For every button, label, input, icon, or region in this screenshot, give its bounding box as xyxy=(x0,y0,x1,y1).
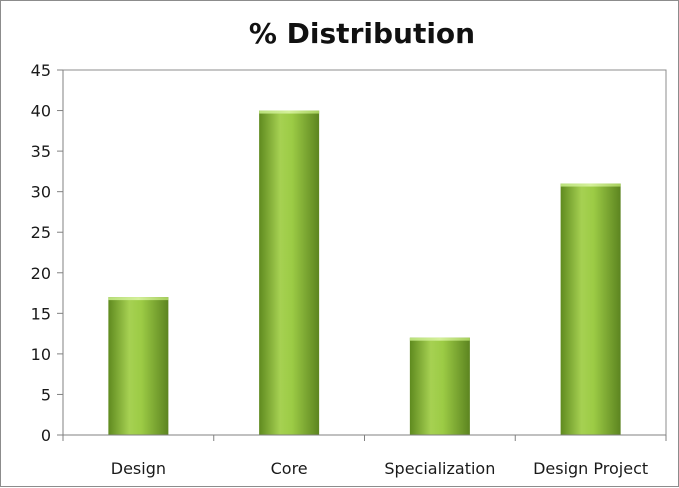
bar-specialization xyxy=(409,337,470,435)
bar-top-highlight xyxy=(409,337,470,341)
bar-core xyxy=(259,110,320,436)
chart-title: % Distribution xyxy=(249,17,475,50)
bars xyxy=(108,110,621,436)
bar-top-highlight xyxy=(259,110,320,114)
bar-top-highlight xyxy=(108,297,169,301)
x-axis: Design Core Specialization Design Project xyxy=(62,434,667,478)
y-tick-label: 20 xyxy=(31,264,51,283)
x-category-label: Design Project xyxy=(533,459,648,478)
bar-design-project xyxy=(560,183,621,435)
bar-top-highlight xyxy=(560,183,621,187)
y-tick-label: 15 xyxy=(31,304,51,323)
y-tick-label: 25 xyxy=(31,223,51,242)
y-tick-label: 5 xyxy=(41,385,51,404)
x-category-label: Specialization xyxy=(384,459,495,478)
y-tick-label: 30 xyxy=(31,183,51,202)
y-tick-label: 35 xyxy=(31,142,51,161)
y-tick-label: 45 xyxy=(31,61,51,80)
bar-design xyxy=(108,297,169,435)
y-axis: 0 5 10 15 20 25 30 35 40 45 xyxy=(31,61,64,445)
x-category-label: Design xyxy=(111,459,166,478)
y-tick-label: 10 xyxy=(31,345,51,364)
x-category-label: Core xyxy=(271,459,308,478)
y-tick-label: 0 xyxy=(41,426,51,445)
y-tick-label: 40 xyxy=(31,102,51,121)
